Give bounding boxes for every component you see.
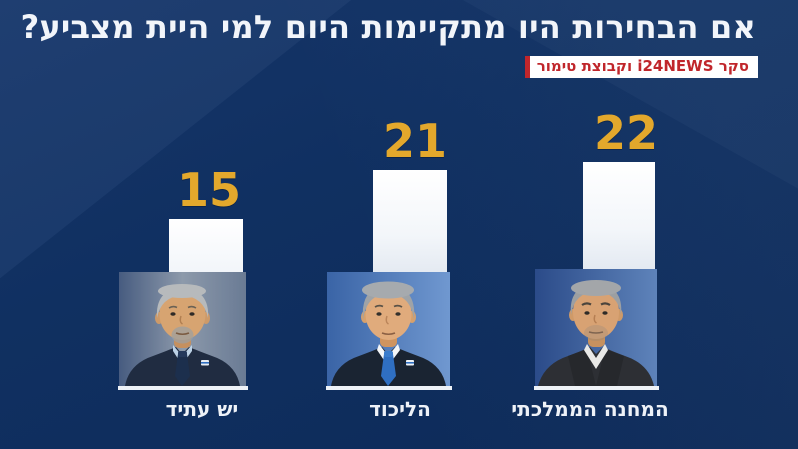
party-label-national-unity: המחנה הממלכתי (511, 397, 669, 421)
benny-gantz-portrait (535, 269, 657, 386)
photo-underline-yesh-atid (118, 386, 248, 390)
benjamin-netanyahu-portrait (327, 272, 450, 386)
party-label-likud: הליכוד (369, 397, 431, 421)
yair-lapid-portrait (119, 272, 246, 386)
seat-count-yesh-atid: 15 (176, 163, 241, 218)
photo-underline-likud (326, 386, 452, 390)
page-title: אם הבחירות היו מתקיימות היום למי היית מצ… (20, 8, 756, 46)
photo-underline-national-unity (534, 386, 659, 390)
source-badge: סקר i24NEWS וקבוצת טימור (524, 56, 758, 78)
party-label-yesh-atid: יש עתיד (165, 397, 239, 421)
seat-count-likud: 21 (382, 114, 447, 169)
seat-count-national-unity: 22 (593, 106, 658, 161)
